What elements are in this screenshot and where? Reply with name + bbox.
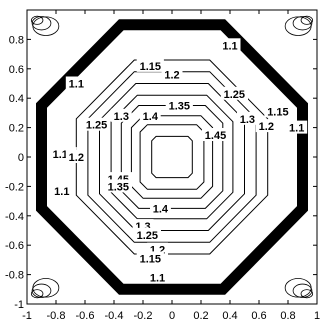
contour-label: 1.25 <box>86 120 107 132</box>
x-tick-label: -0.6 <box>76 310 95 322</box>
contour-label: 1.3 <box>114 111 129 123</box>
x-tick-label: -0.4 <box>105 310 124 322</box>
contour-label: 1.15 <box>140 61 161 73</box>
contour-line-1.35 <box>130 115 214 199</box>
contour-label-bg <box>83 117 111 131</box>
contour-label: 1.45 <box>205 130 226 142</box>
corner-noise-contour <box>30 15 44 25</box>
contour-label: 1.1 <box>289 123 304 135</box>
contour-line-1.2 <box>99 83 245 231</box>
y-tick-label: 0.6 <box>9 64 24 76</box>
plot-area: 1.11.151.21.11.251.351.41.251.3 1.31.151.… <box>30 15 314 299</box>
contour-label-bg <box>136 58 164 72</box>
contour-label-bg <box>150 201 171 215</box>
contour-label: 1.15 <box>140 253 161 265</box>
y-tick-label: 0 <box>18 152 24 164</box>
y-tick-label: 0.2 <box>9 123 24 135</box>
corner-noise-contour <box>32 16 60 36</box>
contour-label: 1.2 <box>69 152 84 164</box>
contour-line-1.4 <box>139 124 205 190</box>
contour-label-bg <box>219 38 241 52</box>
contour-line-1.25 <box>110 94 234 220</box>
contour-label-bg <box>110 108 132 122</box>
x-tick-label: 0.6 <box>251 310 266 322</box>
corner-noise-contour <box>292 16 313 31</box>
corner-noise-contour <box>292 283 313 298</box>
contour-label-bg <box>161 67 183 81</box>
corner-noise-contour <box>284 278 312 298</box>
corner-noise-contour <box>31 283 52 298</box>
contour-label-bg <box>201 128 230 141</box>
contour-label: 1.1 <box>69 79 84 91</box>
y-tick-label: -0.8 <box>5 270 24 282</box>
contour-label: 1.25 <box>224 89 245 101</box>
contour-label: 1.1 <box>54 186 69 198</box>
contour-label-bg <box>139 108 161 122</box>
contour-label-bg <box>51 183 73 197</box>
y-tick-label: 0.4 <box>9 93 24 105</box>
contour-line-1.3 <box>120 105 224 209</box>
x-tick-label: -0.2 <box>134 310 153 322</box>
contour-label-bg <box>104 179 132 193</box>
corner-noise-contour <box>284 16 312 36</box>
contour-label-bg <box>65 76 87 90</box>
corner-noise-contour <box>300 289 314 299</box>
contour-line-1.45 <box>151 135 193 179</box>
y-tick-label: -1 <box>14 299 24 311</box>
contour-label: 1.35 <box>169 101 190 113</box>
corner-noise-contour <box>31 16 52 31</box>
contour-label-bg <box>133 227 161 241</box>
contour-label: 1.25 <box>137 230 158 242</box>
x-tick-label: 1 <box>314 310 320 322</box>
contour-label-bg <box>264 104 292 118</box>
contour-label: 1.35 <box>108 181 129 193</box>
contour-label-bg <box>65 150 87 163</box>
contour-line-1.1 <box>75 59 269 255</box>
contour-label-bg <box>286 120 308 134</box>
y-tick-label: -0.4 <box>5 211 24 223</box>
x-tick-label: 0.4 <box>222 310 237 322</box>
corner-noise-contour <box>300 15 314 25</box>
contour-label-bg <box>255 119 277 133</box>
corner-noise-contour <box>30 289 44 299</box>
x-tick-label: 0 <box>169 310 175 322</box>
x-tick-label: -1 <box>22 310 32 322</box>
corner-noise-contour <box>32 278 60 298</box>
contour-label-bg <box>237 111 258 125</box>
contour-label: 1.2 <box>259 121 274 133</box>
x-tick-label: 0.2 <box>193 310 208 322</box>
axis-tick-labels: -1 -0.8 -0.6 -0.4 -0.2 0 0.2 0.4 0.6 0.8 1 0.8 0.6 0.… <box>5 34 320 322</box>
boundary-octagon <box>36 19 308 295</box>
contour-label: 1.2 <box>164 70 179 82</box>
contour-label: 1.4 <box>143 111 159 123</box>
y-tick-label: 0.8 <box>9 34 24 46</box>
contour-label-bg <box>136 251 164 265</box>
contour-label: 1.4 <box>153 203 169 215</box>
contour-label: 1.1 <box>222 40 237 52</box>
contour-label: 1.3 <box>240 114 255 126</box>
contour-label: 1.15 <box>267 106 288 118</box>
contour-label-bg <box>147 270 168 284</box>
y-tick-label: -0.2 <box>5 181 24 193</box>
x-tick-label: 0.8 <box>280 310 295 322</box>
y-tick-label: -0.6 <box>5 240 24 252</box>
contour-label-bg <box>165 98 193 112</box>
x-tick-label: -0.8 <box>47 310 66 322</box>
contour-label: 1.1 <box>150 273 165 285</box>
contour-label-bg <box>220 86 248 100</box>
axis-ticks <box>26 10 318 305</box>
